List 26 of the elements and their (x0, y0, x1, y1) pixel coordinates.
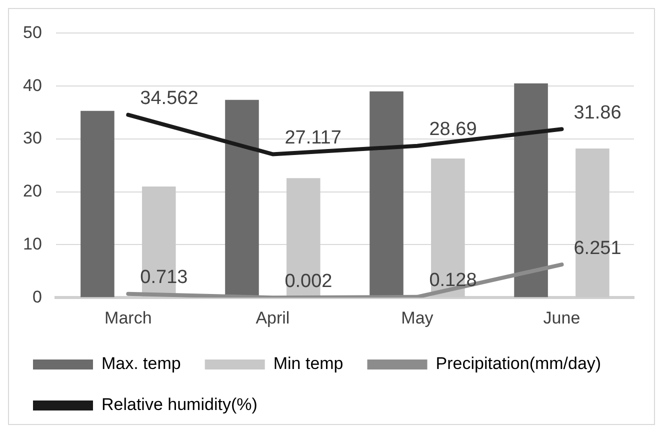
bar (370, 91, 404, 298)
bar (80, 110, 114, 298)
bar (514, 83, 548, 298)
x-tick-label: April (256, 308, 290, 328)
y-tick-label: 50 (22, 22, 42, 42)
y-tick-label: 30 (22, 128, 42, 148)
y-tick-label: 10 (22, 234, 42, 254)
data-label: 27.117 (284, 127, 342, 148)
legend-label: Min temp (273, 354, 344, 374)
y-tick-label: 40 (22, 76, 42, 95)
x-tick-label: May (401, 308, 434, 328)
data-label: 6.251 (574, 238, 622, 259)
data-label: 0.713 (140, 267, 188, 288)
data-label: 28.69 (429, 119, 477, 140)
legend-label: Relative humidity(%) (102, 395, 258, 414)
legend-label: Max. temp (102, 354, 181, 374)
data-label: 31.86 (574, 102, 622, 124)
data-label: 34.562 (140, 88, 198, 110)
x-tick-label: June (543, 308, 580, 328)
data-label: 0.128 (429, 270, 477, 292)
y-tick-label: 20 (22, 182, 42, 201)
x-tick-label: March (104, 308, 152, 328)
data-label: 0.002 (284, 270, 332, 292)
legend-label: Precipitation(mm/day) (436, 354, 602, 374)
y-tick-label: 0 (32, 287, 42, 306)
bar (225, 100, 259, 298)
